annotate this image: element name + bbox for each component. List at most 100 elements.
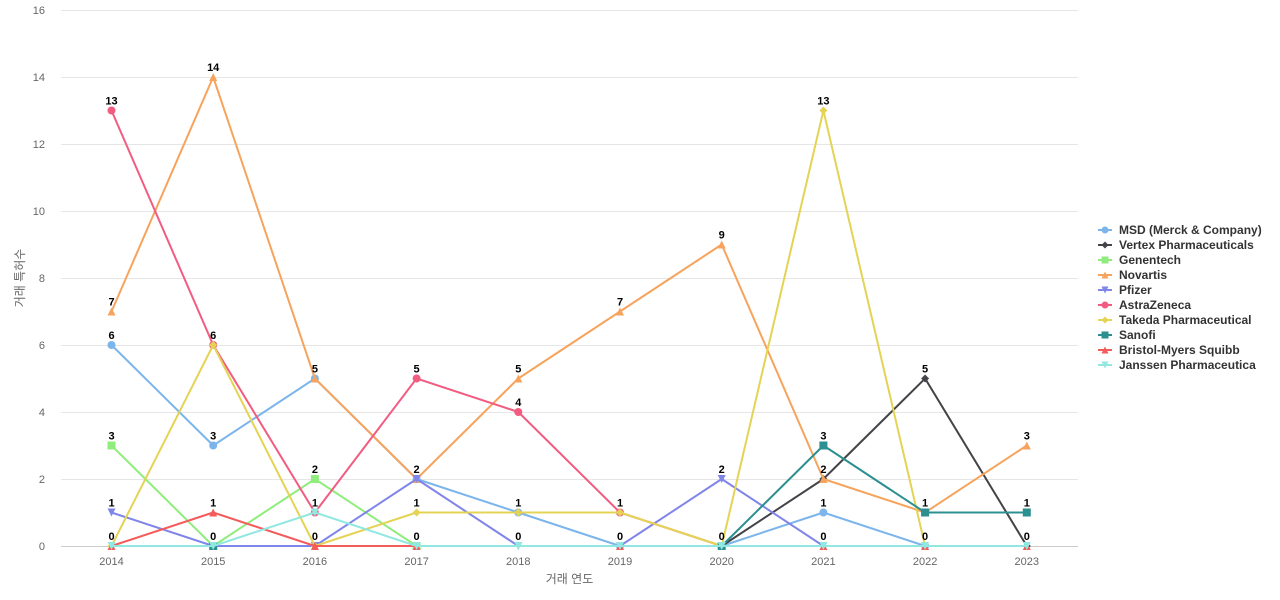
- legend-item[interactable]: Novartis: [1098, 268, 1167, 282]
- legend-item[interactable]: Sanofi: [1098, 328, 1156, 342]
- series-9: [107, 508, 1031, 550]
- data-point[interactable]: [514, 374, 523, 383]
- data-point[interactable]: [819, 441, 828, 450]
- legend-label: Takeda Pharmaceutical: [1119, 313, 1252, 327]
- legend-marker: [1101, 271, 1109, 279]
- legend-marker: [1101, 346, 1109, 354]
- x-tick-label: 2016: [303, 556, 327, 568]
- data-label: 9: [719, 230, 725, 242]
- y-tick-label: 0: [39, 541, 45, 553]
- data-point[interactable]: [616, 542, 624, 550]
- data-point[interactable]: [209, 441, 218, 450]
- y-axis-ticks: 0 2 4 6 8 10 12 14 16: [33, 5, 45, 553]
- legend-item[interactable]: AstraZeneca: [1098, 298, 1191, 312]
- data-label: 4: [515, 397, 522, 409]
- data-point[interactable]: [107, 441, 116, 450]
- legend-item[interactable]: Vertex Pharmaceuticals: [1098, 238, 1254, 252]
- data-point[interactable]: [209, 542, 218, 550]
- legend-label: Pfizer: [1119, 283, 1152, 297]
- data-label: 1: [312, 498, 318, 510]
- series-line[interactable]: [720, 444, 1027, 547]
- data-point[interactable]: [310, 508, 319, 517]
- data-point[interactable]: [819, 475, 828, 483]
- data-point[interactable]: [310, 542, 319, 550]
- legend-item[interactable]: Janssen Pharmaceutica: [1098, 358, 1256, 372]
- data-label: 0: [1024, 531, 1030, 543]
- data-label: 1: [108, 498, 114, 510]
- data-label: 13: [105, 96, 117, 108]
- data-label: 2: [820, 464, 826, 476]
- legend-item[interactable]: Takeda Pharmaceutical: [1098, 313, 1252, 327]
- data-point[interactable]: [717, 240, 726, 249]
- x-tick-label: 2018: [506, 556, 530, 568]
- data-label: 0: [922, 531, 928, 543]
- data-point[interactable]: [209, 73, 218, 81]
- data-label: 0: [108, 531, 114, 543]
- y-tick-label: 16: [33, 5, 45, 17]
- data-point[interactable]: [310, 374, 319, 383]
- data-point[interactable]: [107, 106, 116, 115]
- legend: MSD (Merck & Company)Vertex Pharmaceutic…: [1098, 223, 1262, 372]
- legend-item[interactable]: MSD (Merck & Company): [1098, 223, 1262, 237]
- data-point[interactable]: [717, 475, 726, 483]
- data-point[interactable]: [921, 374, 930, 383]
- data-label: 1: [414, 498, 420, 510]
- data-point[interactable]: [717, 542, 726, 550]
- legend-item[interactable]: Bristol-Myers Squibb: [1098, 343, 1240, 357]
- data-point[interactable]: [819, 508, 828, 517]
- series-line[interactable]: [110, 76, 1028, 514]
- series-line[interactable]: [110, 109, 927, 547]
- data-point[interactable]: [921, 542, 930, 550]
- data-point[interactable]: [819, 106, 828, 115]
- data-point[interactable]: [514, 408, 523, 416]
- data-label: 1: [617, 498, 623, 510]
- legend-marker: [1101, 256, 1109, 264]
- legend-item[interactable]: Pfizer: [1098, 283, 1152, 297]
- data-point[interactable]: [921, 508, 930, 517]
- legend-label: MSD (Merck & Company): [1119, 223, 1262, 237]
- data-label: 0: [210, 531, 216, 543]
- data-point[interactable]: [107, 508, 116, 517]
- data-point[interactable]: [412, 542, 421, 550]
- data-point[interactable]: [107, 341, 116, 349]
- legend-marker: [1101, 286, 1109, 294]
- data-point[interactable]: [107, 542, 116, 550]
- data-point[interactable]: [412, 475, 421, 483]
- data-point[interactable]: [209, 341, 218, 349]
- data-label: 6: [108, 330, 114, 342]
- data-label: 1: [515, 498, 521, 510]
- data-point[interactable]: [1022, 508, 1031, 517]
- y-tick-label: 2: [39, 474, 45, 486]
- series-line[interactable]: [111, 511, 1027, 547]
- data-label: 0: [719, 531, 725, 543]
- data-point[interactable]: [819, 542, 828, 550]
- data-label: 5: [312, 364, 318, 376]
- legend-label: Novartis: [1119, 268, 1167, 282]
- data-point[interactable]: [616, 307, 624, 316]
- data-point[interactable]: [514, 508, 523, 517]
- data-point[interactable]: [209, 508, 218, 517]
- data-point[interactable]: [310, 475, 319, 483]
- data-label: 2: [414, 464, 420, 476]
- data-point[interactable]: [1022, 542, 1031, 550]
- series-3: [107, 73, 1031, 517]
- data-label: 5: [922, 364, 928, 376]
- legend-item[interactable]: Genentech: [1098, 253, 1181, 267]
- y-tick-label: 12: [33, 139, 45, 151]
- data-point[interactable]: [412, 508, 421, 517]
- data-point[interactable]: [616, 508, 624, 517]
- data-point[interactable]: [514, 542, 523, 550]
- legend-label: Genentech: [1119, 253, 1181, 267]
- data-point[interactable]: [1022, 441, 1031, 450]
- series-5: [107, 106, 726, 550]
- data-point[interactable]: [412, 374, 421, 383]
- legend-marker: [1101, 301, 1109, 309]
- legend-label: AstraZeneca: [1119, 298, 1191, 312]
- data-label: 3: [1024, 431, 1030, 443]
- x-tick-label: 2022: [913, 556, 937, 568]
- series-line[interactable]: [721, 377, 1028, 547]
- legend-marker: [1101, 316, 1109, 324]
- y-tick-label: 10: [33, 206, 45, 218]
- data-point[interactable]: [107, 307, 116, 316]
